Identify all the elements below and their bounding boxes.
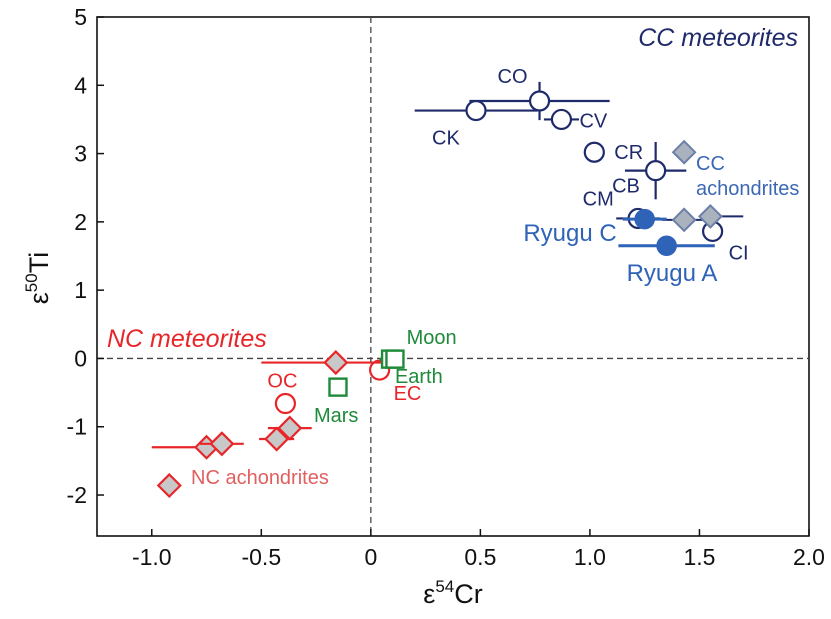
y-tick-label: 5	[74, 4, 87, 30]
cc-meteorites-title: CC meteorites	[638, 24, 798, 52]
data-point	[698, 203, 723, 229]
data-point	[209, 431, 235, 457]
series-planets	[328, 349, 405, 397]
x-tick-label: 1.0	[574, 544, 606, 570]
x-axis-title-sup: 54	[435, 577, 454, 596]
point-cr	[583, 141, 605, 163]
data-point	[264, 426, 290, 452]
label-cb: CB	[612, 175, 640, 197]
point-ryugu-a	[656, 235, 677, 257]
point-cv	[550, 108, 573, 131]
label-cm: CM	[583, 189, 614, 211]
series-nc-achondrites	[151, 349, 389, 499]
label-ci: CI	[729, 242, 749, 264]
x-tick-label: 0	[364, 544, 377, 570]
cc-achondrites-label-line2: achondrites	[696, 178, 799, 200]
label-moon: Moon	[407, 327, 457, 349]
point-cm	[645, 160, 667, 182]
point-ryugu-c	[634, 208, 655, 230]
nc-achondrites-label: NC achondrites	[191, 467, 329, 489]
label-co: CO	[498, 66, 528, 88]
label-cr: CR	[614, 142, 643, 164]
data-point	[671, 139, 697, 165]
data-point	[156, 472, 182, 499]
label-cv: CV	[579, 110, 607, 132]
y-axis-title-base: ε	[24, 292, 54, 304]
data-point	[671, 207, 697, 233]
label-ryugu-a: Ryugu A	[627, 260, 718, 287]
x-axis-title-base: ε	[423, 579, 435, 609]
point-earth	[385, 349, 405, 369]
y-axis-title-element: Ti	[24, 252, 54, 274]
label-oc: OC	[267, 371, 297, 393]
x-tick-label: 2.0	[793, 544, 825, 570]
data-marks	[151, 81, 744, 499]
y-axis-title: ε50Ti	[22, 252, 54, 304]
point-oc	[274, 392, 297, 415]
label-earth: Earth	[395, 366, 443, 388]
data-point	[323, 349, 349, 376]
reference-lines	[97, 17, 809, 536]
y-tick-label: 4	[74, 72, 87, 98]
series-ryugu	[618, 208, 715, 257]
x-tick-label: 1.5	[683, 544, 715, 570]
x-tick-label: 0.5	[464, 544, 496, 570]
point-co	[528, 90, 551, 112]
x-axis-title-element: Cr	[454, 579, 483, 609]
y-tick-label: 3	[74, 141, 87, 167]
y-tick-label: 0	[74, 345, 87, 371]
point-mars	[328, 377, 348, 397]
data-point	[277, 415, 303, 441]
y-axis-title-sup: 50	[22, 273, 41, 292]
point-ck	[465, 99, 487, 122]
y-tick-label: -1	[67, 414, 87, 440]
label-mars: Mars	[314, 405, 358, 427]
axis-ticks: -1.0 -0.5 0 0.5 1.0 1.5 2.0 -2 -1 0 1 2 3 4 5	[67, 4, 825, 570]
y-tick-label: -2	[67, 482, 87, 508]
y-tick-label: 1	[74, 277, 87, 303]
plot-area: -1.0 -0.5 0 0.5 1.0 1.5 2.0 -2 -1 0 1 2 3 4 5	[67, 4, 825, 570]
x-axis-title: ε54Cr	[423, 577, 482, 609]
x-tick-label: -1.0	[132, 544, 172, 570]
series-cc-achondrites	[662, 139, 744, 233]
x-tick-label: -0.5	[241, 544, 281, 570]
label-ec: EC	[394, 383, 422, 405]
cc-achondrites-label-line1: CC	[696, 153, 725, 175]
nc-meteorites-title: NC meteorites	[107, 325, 267, 353]
plot-frame	[96, 16, 810, 537]
label-ck: CK	[432, 128, 460, 150]
y-tick-label: 2	[74, 209, 87, 235]
label-ryugu-c: Ryugu C	[523, 220, 616, 247]
